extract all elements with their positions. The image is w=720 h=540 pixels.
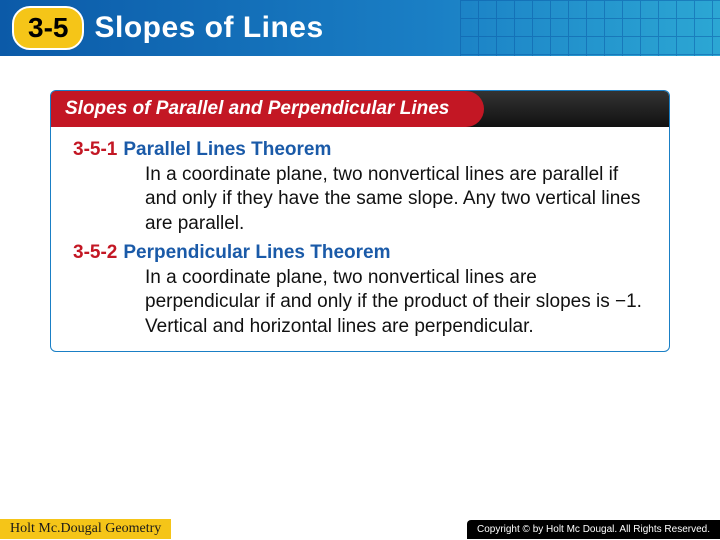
theorem-name: Parallel Lines Theorem [123, 139, 331, 160]
theorem-body: In a coordinate plane, two nonvertical l… [145, 266, 647, 339]
theorem-item: 3-5-2 Perpendicular Lines Theorem In a co… [73, 242, 647, 339]
header-grid-pattern [460, 0, 720, 56]
theorem-body: In a coordinate plane, two nonvertical l… [145, 163, 647, 236]
section-badge: 3-5 [12, 6, 84, 50]
card-header-accent: Slopes of Parallel and Perpendicular Lin… [51, 91, 484, 127]
theorem-card: Slopes of Parallel and Perpendicular Lin… [50, 90, 670, 352]
theorem-item: 3-5-1 Parallel Lines Theorem In a coordin… [73, 139, 647, 236]
footer: Holt Mc.Dougal Geometry Copyright © by H… [0, 518, 720, 540]
footer-copyright: Copyright © by Holt Mc Dougal. All Right… [467, 520, 720, 539]
header-bar: 3-5 Slopes of Lines [0, 0, 720, 56]
theorem-list: 3-5-1 Parallel Lines Theorem In a coordin… [51, 127, 669, 351]
content-area: Slopes of Parallel and Perpendicular Lin… [0, 56, 720, 352]
card-header: Slopes of Parallel and Perpendicular Lin… [51, 91, 669, 127]
theorem-number: 3-5-2 [73, 242, 117, 263]
theorem-title: 3-5-2 Perpendicular Lines Theorem [73, 242, 647, 264]
page-title: Slopes of Lines [94, 11, 323, 45]
theorem-number: 3-5-1 [73, 139, 117, 160]
card-title: Slopes of Parallel and Perpendicular Lin… [65, 98, 449, 120]
footer-publisher: Holt Mc.Dougal Geometry [0, 519, 171, 539]
theorem-name: Perpendicular Lines Theorem [123, 242, 390, 263]
theorem-title: 3-5-1 Parallel Lines Theorem [73, 139, 647, 161]
